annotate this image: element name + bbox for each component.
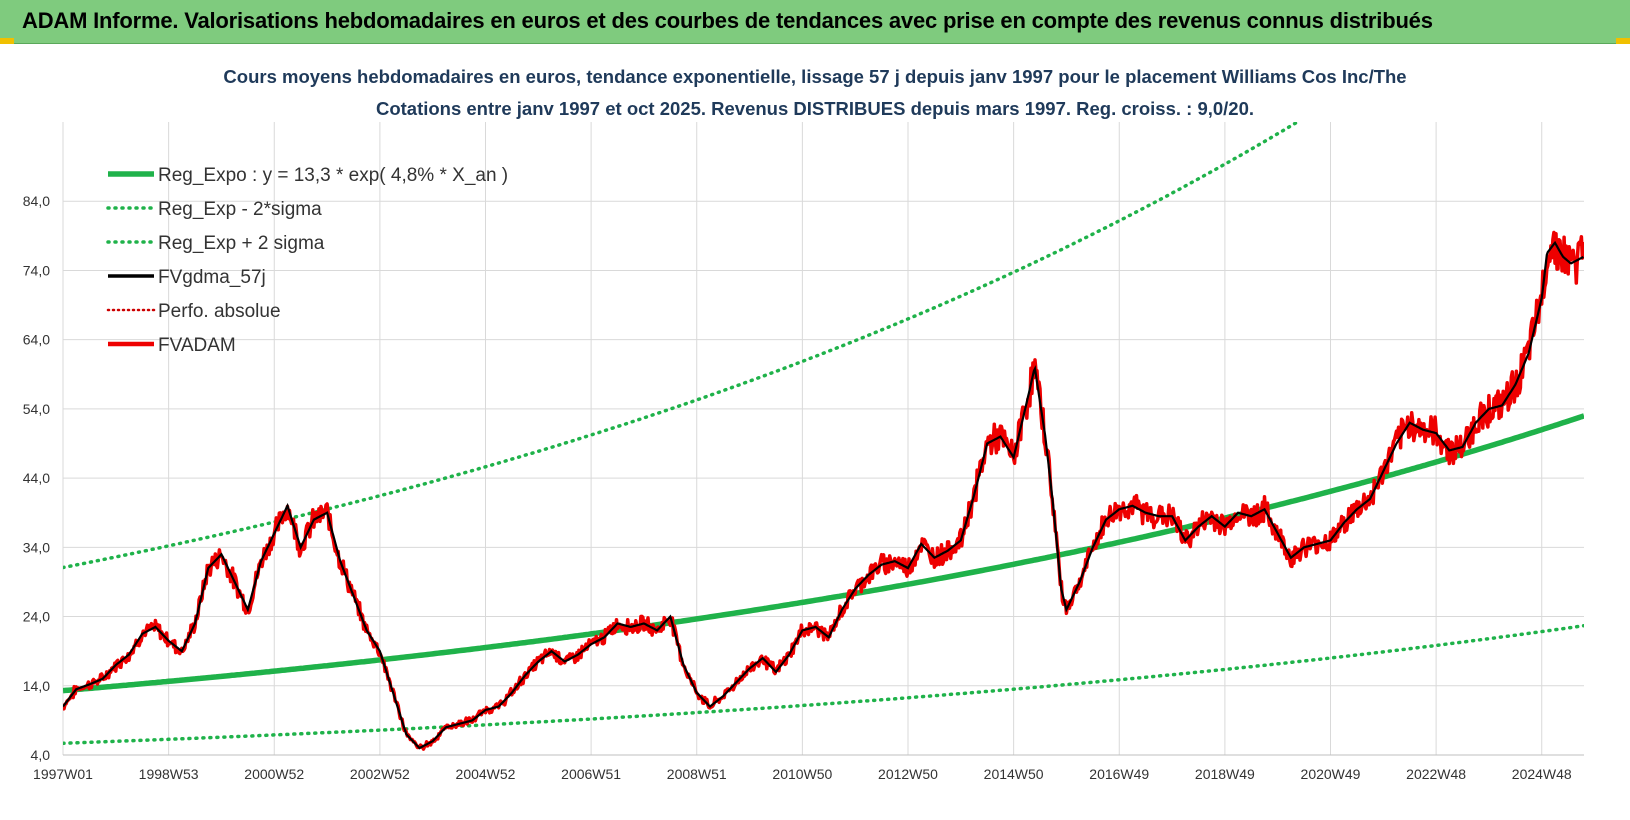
legend-label: Reg_Expo : y = 13,3 * exp( 4,8% * X_an ) [158,165,508,186]
legend-item-lower-band: Reg_Exp - 2*sigma [106,199,322,220]
y-tick-label: 84,0 [23,193,50,209]
chart-title-group: Cours moyens hebdomadaires en euros, ten… [223,66,1406,119]
y-tick-label: 14,0 [23,678,50,694]
x-tick-label: 1997W01 [33,766,93,782]
legend-label: Reg_Exp + 2 sigma [158,233,325,254]
legend-label: Reg_Exp - 2*sigma [158,199,322,220]
legend-item-upper-band: Reg_Exp + 2 sigma [106,233,325,254]
corner-marker-right [1616,38,1630,44]
series-fvgdma-57j [63,240,1584,750]
legend-item-fvadam: FVADAM [108,335,236,356]
report-title: ADAM Informe. Valorisations hebdomadaire… [22,8,1433,33]
legend-label: FVgdma_57j [158,267,266,288]
x-tick-label: 2010W50 [772,766,832,782]
legend-label: Perfo. absolue [158,301,281,322]
y-tick-label: 64,0 [23,332,50,348]
y-tick-label: 34,0 [23,539,50,555]
x-tick-label: 2018W49 [1195,766,1255,782]
x-tick-label: 2006W51 [561,766,621,782]
series-group [63,122,1584,751]
y-tick-label: 44,0 [23,470,50,486]
legend: Reg_Expo : y = 13,3 * exp( 4,8% * X_an )… [106,165,508,356]
x-tick-label: 2020W49 [1301,766,1361,782]
x-tick-label: 2000W52 [244,766,304,782]
legend-item-perfo: Perfo. absolue [106,301,281,322]
series-upper-band [63,122,1301,570]
y-tick-label: 74,0 [23,262,50,278]
chart-title-line-2: Cotations entre janv 1997 et oct 2025. R… [376,98,1254,119]
line-chart: 4,0 14,0 24,0 34,0 44,0 54,0 64,0 74,0 84,0 1997W… [23,66,1584,782]
series-lower-band [63,623,1584,746]
x-tick-label: 2002W52 [350,766,410,782]
chart-title-line-1: Cours moyens hebdomadaires en euros, ten… [223,66,1406,87]
report-banner: ADAM Informe. Valorisations hebdomadaire… [0,0,1630,44]
x-tick-label: 2016W49 [1089,766,1149,782]
y-tick-label: 24,0 [23,609,50,625]
series-regression [63,413,1584,694]
axes: 4,0 14,0 24,0 34,0 44,0 54,0 64,0 74,0 84,0 1997W… [23,193,1584,782]
x-tick-label: 2004W52 [456,766,516,782]
y-tick-label: 4,0 [31,747,51,763]
chart-area: 4,0 14,0 24,0 34,0 44,0 54,0 64,0 74,0 84,0 1997W… [0,44,1630,815]
x-tick-label: 2014W50 [984,766,1044,782]
x-tick-label: 2024W48 [1512,766,1572,782]
corner-marker-left [0,38,14,44]
x-tick-label: 2008W51 [667,766,727,782]
x-tick-label: 2022W48 [1406,766,1466,782]
legend-item-fvgdma: FVgdma_57j [108,267,266,288]
x-tick-label: 2012W50 [878,766,938,782]
x-tick-label: 1998W53 [139,766,199,782]
y-tick-label: 54,0 [23,401,50,417]
legend-label: FVADAM [158,335,236,356]
legend-item-regression: Reg_Expo : y = 13,3 * exp( 4,8% * X_an ) [108,165,508,186]
